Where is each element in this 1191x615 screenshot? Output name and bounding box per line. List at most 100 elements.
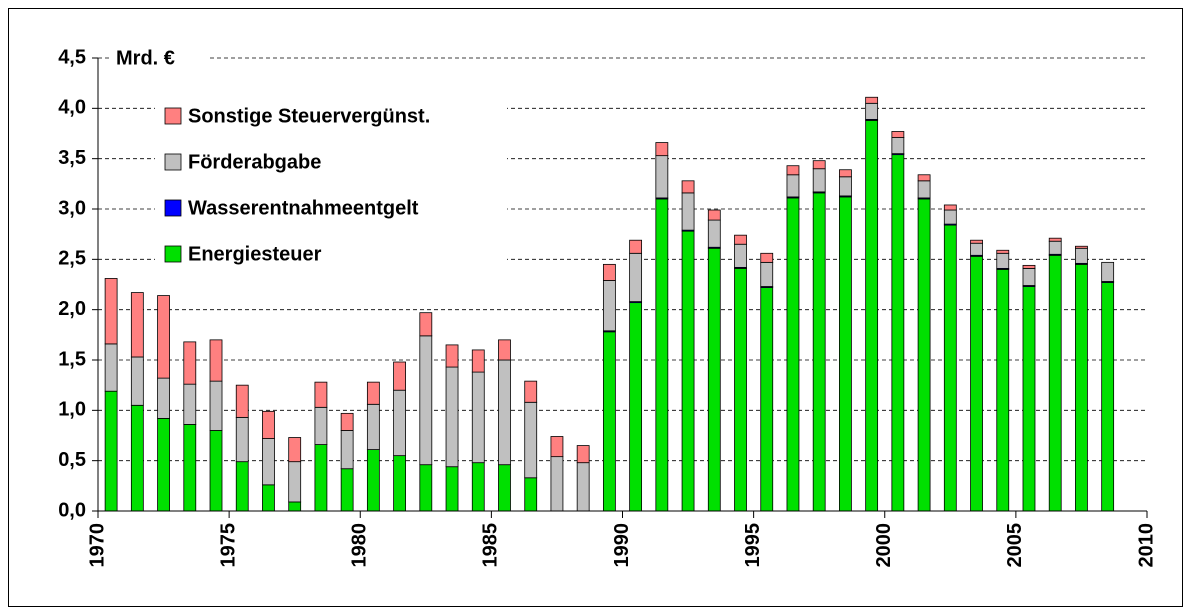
bar-segment bbox=[130, 292, 144, 358]
bar-segment bbox=[812, 192, 826, 512]
x-tick-label: 2010 bbox=[1135, 523, 1157, 568]
bar-segment bbox=[1048, 237, 1062, 242]
bar-segment bbox=[262, 438, 275, 486]
bar-segment bbox=[419, 312, 433, 337]
x-tick-label: 2000 bbox=[873, 523, 895, 568]
bar-segment bbox=[943, 224, 957, 512]
bar-segment bbox=[104, 343, 118, 392]
bar-segment bbox=[865, 96, 879, 104]
bar-segment bbox=[891, 154, 905, 512]
bar-segment bbox=[996, 252, 1010, 269]
bar-segment bbox=[760, 252, 774, 263]
bar-segment bbox=[445, 466, 459, 512]
bar-segment bbox=[393, 455, 406, 512]
legend-label: Förderabgabe bbox=[188, 151, 321, 173]
bar-segment bbox=[786, 174, 800, 198]
x-tick-label: 1990 bbox=[611, 523, 633, 568]
bar-segment bbox=[262, 410, 275, 439]
bar-segment bbox=[471, 371, 485, 464]
bar-segment bbox=[314, 381, 328, 408]
x-tick-label: 1995 bbox=[742, 523, 764, 568]
bar-segment bbox=[419, 464, 433, 512]
bar-segment bbox=[865, 120, 879, 512]
bar-segment bbox=[865, 102, 879, 120]
x-tick-label: 1985 bbox=[480, 523, 502, 568]
bar-segment bbox=[602, 263, 616, 281]
bar-segment bbox=[576, 462, 590, 512]
bar-segment bbox=[235, 461, 249, 512]
bar-segment bbox=[576, 445, 590, 464]
bar-segment bbox=[629, 302, 643, 512]
bar-segment bbox=[1022, 267, 1036, 286]
bar-segment bbox=[996, 249, 1010, 254]
bar-segment bbox=[812, 168, 826, 193]
bar-segment bbox=[209, 430, 223, 512]
bar-segment bbox=[340, 430, 354, 470]
y-tick-label: 4,5 bbox=[58, 46, 86, 68]
bar-segment bbox=[760, 261, 774, 287]
bar-segment bbox=[288, 501, 302, 512]
bar-segment bbox=[104, 278, 118, 345]
bar-segment bbox=[524, 380, 538, 403]
bar-segment bbox=[602, 331, 616, 512]
bar-segment bbox=[996, 268, 1010, 512]
bar-segment bbox=[130, 404, 144, 512]
bar-segment bbox=[445, 366, 459, 468]
y-tick-label: 1,5 bbox=[58, 348, 86, 370]
bar-segment bbox=[314, 406, 328, 445]
y-tick-label: 2,0 bbox=[58, 298, 86, 320]
bar-segment bbox=[393, 361, 406, 391]
bar-segment bbox=[288, 461, 302, 503]
bar-segment bbox=[970, 242, 983, 256]
bar-segment bbox=[943, 204, 957, 211]
bar-segment bbox=[130, 356, 144, 406]
bar-segment bbox=[681, 180, 695, 194]
bar-segment bbox=[839, 176, 852, 197]
unit-label: Mrd. € bbox=[116, 47, 175, 69]
bar-segment bbox=[498, 339, 511, 361]
bar-segment bbox=[839, 169, 852, 178]
bar-segment bbox=[734, 234, 747, 245]
legend-swatch bbox=[164, 199, 182, 217]
bar-segment bbox=[917, 174, 931, 182]
bar-segment bbox=[1075, 247, 1088, 264]
bar-segment bbox=[183, 424, 197, 512]
bar-segment bbox=[786, 165, 800, 176]
bar-segment bbox=[917, 180, 931, 199]
bar-segment bbox=[209, 339, 223, 382]
bar-segment bbox=[498, 359, 511, 466]
bar-segment bbox=[340, 468, 354, 512]
y-tick-label: 0,0 bbox=[58, 499, 86, 521]
bar-segment bbox=[734, 267, 747, 512]
x-tick-label: 1980 bbox=[349, 523, 371, 568]
bar-segment bbox=[366, 381, 380, 405]
bar-segment bbox=[157, 295, 170, 379]
bar-segment bbox=[655, 142, 669, 157]
bar-segment bbox=[524, 401, 538, 479]
bar-segment bbox=[602, 280, 616, 332]
bar-segment bbox=[760, 287, 774, 512]
bar-segment bbox=[786, 197, 800, 512]
bar-segment bbox=[707, 219, 721, 248]
y-tick-label: 3,0 bbox=[58, 197, 86, 219]
y-tick-label: 1,0 bbox=[58, 399, 86, 421]
bar-segment bbox=[917, 198, 931, 512]
bar-segment bbox=[498, 464, 511, 512]
bar-segment bbox=[734, 243, 747, 268]
bar-segment bbox=[1022, 264, 1036, 269]
bar-segment bbox=[445, 344, 459, 368]
x-tick-label: 2005 bbox=[1004, 523, 1026, 568]
bar-segment bbox=[183, 383, 197, 425]
bar-segment bbox=[1075, 245, 1088, 249]
bar-segment bbox=[157, 417, 170, 512]
bar-segment bbox=[1101, 282, 1115, 512]
y-tick-label: 4,0 bbox=[58, 97, 86, 119]
bar-segment bbox=[891, 131, 905, 138]
bar-segment bbox=[288, 437, 302, 463]
y-tick-label: 3,5 bbox=[58, 147, 86, 169]
bar-segment bbox=[340, 412, 354, 431]
bar-segment bbox=[235, 384, 249, 418]
bar-segment bbox=[393, 389, 406, 457]
y-tick-label: 2,5 bbox=[58, 248, 86, 270]
